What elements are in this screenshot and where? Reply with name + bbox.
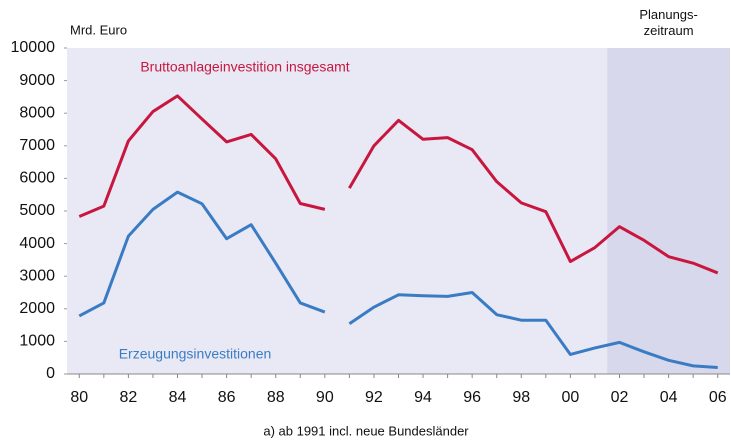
series-line bbox=[78, 94, 326, 218]
x-tick-label: 92 bbox=[365, 389, 383, 406]
series-label: Bruttoanlageinvestition insgesamt bbox=[140, 59, 349, 75]
x-tick-label: 96 bbox=[463, 389, 481, 406]
y-tick-label: 2000 bbox=[19, 300, 55, 317]
y-tick-label: 10000 bbox=[11, 39, 56, 56]
series-line bbox=[348, 291, 718, 369]
y-tick-label: 0 bbox=[46, 365, 55, 382]
x-tick-label: 80 bbox=[70, 389, 88, 406]
x-tick-label: 98 bbox=[512, 389, 530, 406]
series-line bbox=[348, 118, 719, 275]
y-tick-label: 9000 bbox=[19, 72, 55, 89]
x-tick-label: 86 bbox=[218, 389, 236, 406]
x-tick-label: 06 bbox=[709, 389, 727, 406]
footnote: a) ab 1991 incl. neue Bundesländer bbox=[263, 423, 469, 438]
y-tick-label: 4000 bbox=[19, 235, 55, 252]
x-tick-label: 94 bbox=[414, 389, 432, 406]
y-unit-label: Mrd. Euro bbox=[70, 22, 127, 37]
series-label: Erzeugungsinvestitionen bbox=[119, 346, 272, 362]
planning-shade bbox=[607, 48, 730, 374]
y-tick-label: 7000 bbox=[19, 137, 55, 154]
y-tick-label: 5000 bbox=[19, 202, 55, 219]
x-tick-label: 02 bbox=[611, 389, 629, 406]
x-tick-label: 04 bbox=[660, 389, 678, 406]
y-tick-label: 3000 bbox=[19, 267, 55, 284]
y-tick-label: 8000 bbox=[19, 104, 55, 121]
x-tick-label: 88 bbox=[267, 389, 285, 406]
y-tick-label: 1000 bbox=[19, 333, 55, 350]
x-tick-label: 84 bbox=[169, 389, 187, 406]
x-tick-label: 82 bbox=[119, 389, 137, 406]
planning-label: Planungs-zeitraum bbox=[639, 7, 698, 38]
x-tick-label: 00 bbox=[561, 389, 579, 406]
x-tick-label: 90 bbox=[316, 389, 334, 406]
y-tick-label: 6000 bbox=[19, 170, 55, 187]
series-line bbox=[78, 190, 326, 318]
